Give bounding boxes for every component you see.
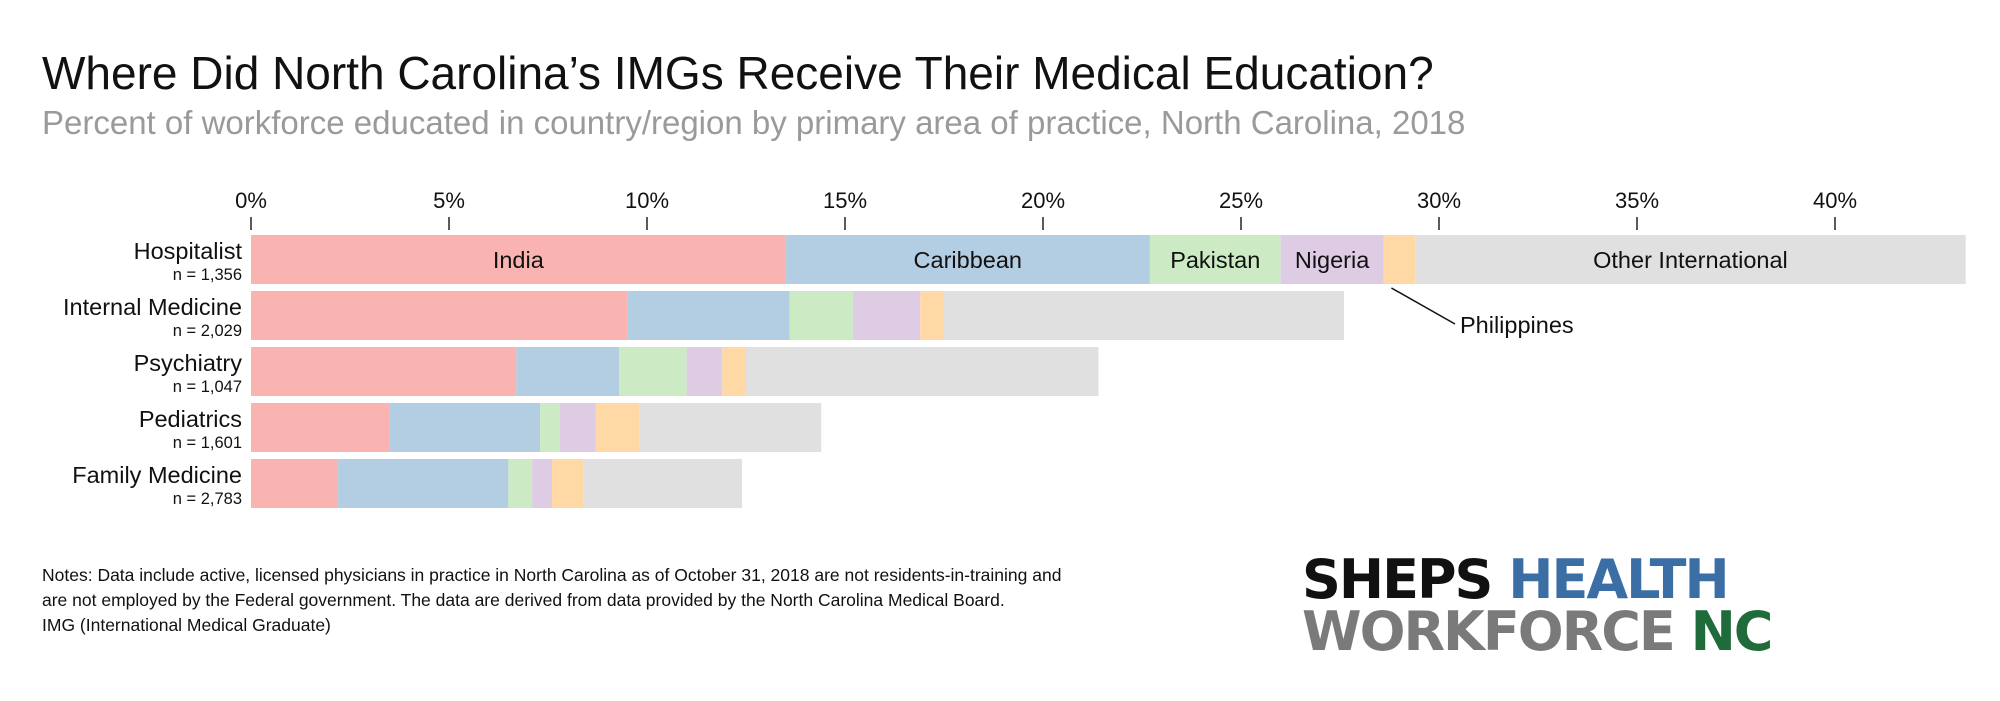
- category-n-label: n = 1,356: [173, 266, 242, 284]
- bar-segment-nigeria: [1280, 235, 1384, 284]
- bar-segment-caribbean: [627, 291, 790, 340]
- bar-segment-other-international: [746, 347, 1099, 396]
- x-tick-label: 10%: [625, 188, 669, 213]
- segment-label: Nigeria: [1295, 247, 1370, 273]
- bar-segment-india: [251, 235, 786, 284]
- annotation-label: Philippines: [1460, 312, 1574, 338]
- chart-subtitle: Percent of workforce educated in country…: [42, 104, 1466, 141]
- bar-segment-philippines: [1383, 235, 1416, 284]
- category-label: Hospitalist: [134, 238, 243, 264]
- bar-segment-pakistan: [540, 403, 560, 452]
- annotation-leader-line: [1391, 287, 1456, 325]
- category-label: Internal Medicine: [63, 294, 242, 320]
- x-tick-label: 5%: [433, 188, 465, 213]
- bar-segment-nigeria: [686, 347, 723, 396]
- segment-label: Caribbean: [914, 247, 1022, 273]
- category-n-label: n = 2,783: [173, 490, 242, 508]
- notes: Notes: Data include active, licensed phy…: [42, 563, 1061, 638]
- bar-segment-caribbean: [516, 347, 620, 396]
- category-n-label: n = 1,047: [173, 378, 242, 396]
- x-tick-label: 40%: [1813, 188, 1857, 213]
- notes-line-2: are not employed by the Federal governme…: [42, 590, 1005, 610]
- logo-word-nc: NC: [1690, 600, 1774, 663]
- bar-segment-india: [251, 459, 339, 508]
- x-tick-label: 0%: [235, 188, 267, 213]
- x-tick-label: 25%: [1219, 188, 1263, 213]
- category-label: Pediatrics: [139, 406, 242, 432]
- bar-segment-india: [251, 403, 390, 452]
- bar-segment-nigeria: [532, 459, 552, 508]
- bar-segment-philippines: [722, 347, 746, 396]
- bar-segment-other-international: [639, 403, 822, 452]
- x-tick-label: 15%: [823, 188, 867, 213]
- x-tick-label: 35%: [1615, 188, 1659, 213]
- bar-segment-other-international: [944, 291, 1344, 340]
- bar-segment-caribbean: [389, 403, 541, 452]
- bar-segment-india: [251, 291, 628, 340]
- x-tick-label: 20%: [1021, 188, 1065, 213]
- bar-segment-philippines: [551, 459, 584, 508]
- bar-segment-nigeria: [852, 291, 921, 340]
- category-n-label: n = 2,029: [173, 322, 242, 340]
- bar-segment-philippines: [920, 291, 944, 340]
- category-label: Psychiatry: [134, 350, 243, 376]
- segment-label: Other International: [1593, 247, 1788, 273]
- bar-segment-india: [251, 347, 517, 396]
- segment-label: Pakistan: [1170, 247, 1260, 273]
- bar-segment-pakistan: [508, 459, 533, 508]
- x-tick-label: 30%: [1417, 188, 1461, 213]
- category-n-label: n = 1,601: [173, 434, 242, 452]
- bar-segment-pakistan: [619, 347, 687, 396]
- sheps-logo: SHEPS HEALTH WORKFORCE NC: [1302, 553, 1773, 659]
- logo-word-health: HEALTH: [1508, 548, 1729, 611]
- bar-segment-other-international: [583, 459, 743, 508]
- notes-line-3: IMG (International Medical Graduate): [42, 615, 331, 635]
- chart-title: Where Did North Carolina’s IMGs Receive …: [42, 47, 1434, 99]
- bar-segment-pakistan: [1149, 235, 1281, 284]
- logo-word-sheps: SHEPS: [1302, 548, 1493, 611]
- bar-segment-other-international: [1415, 235, 1966, 284]
- bar-segment-pakistan: [789, 291, 853, 340]
- bar-segment-philippines: [595, 403, 640, 452]
- logo-word-workforce: WORKFORCE: [1302, 600, 1676, 663]
- bar-segment-caribbean: [338, 459, 509, 508]
- category-label: Family Medicine: [72, 462, 242, 488]
- segment-label: India: [493, 247, 545, 273]
- notes-line-1: Notes: Data include active, licensed phy…: [42, 565, 1062, 585]
- bar-segment-nigeria: [559, 403, 596, 452]
- bar-segment-caribbean: [785, 235, 1150, 284]
